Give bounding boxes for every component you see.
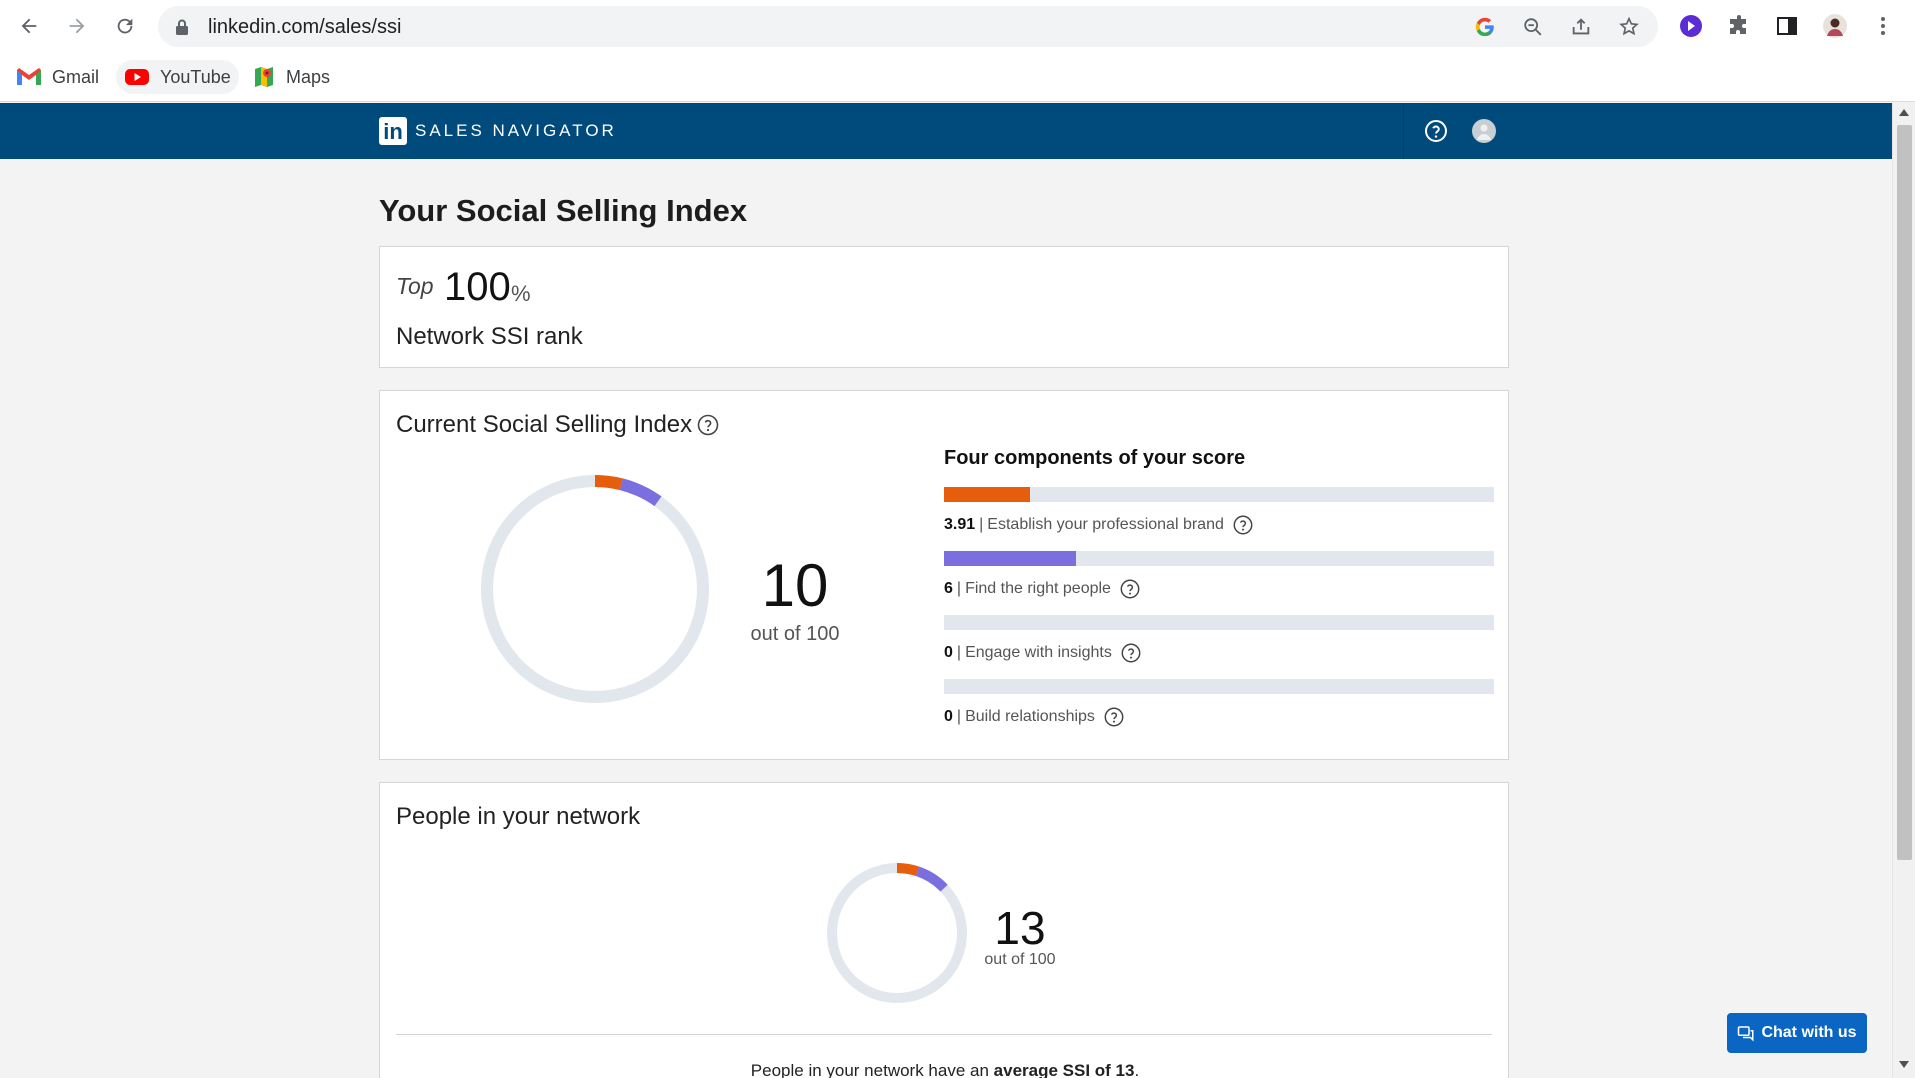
- address-bar[interactable]: linkedin.com/sales/ssi: [158, 6, 1658, 47]
- ssi-out-of: out of 100: [750, 623, 840, 645]
- user-avatar[interactable]: [1472, 119, 1496, 143]
- network-score: 13: [994, 902, 1046, 954]
- bookmark-maps[interactable]: Maps: [244, 60, 338, 94]
- reload-icon: [117, 18, 133, 34]
- ssi-score: 10: [761, 552, 829, 619]
- component-bar-track: [944, 551, 1494, 566]
- donut-track: [481, 475, 709, 703]
- components-title: Four components of your score: [944, 447, 1246, 469]
- card-divider: [396, 1034, 1492, 1035]
- lock-icon[interactable]: [174, 18, 190, 36]
- scroll-down-arrow-icon[interactable]: [1899, 1061, 1909, 1068]
- component-label: Find the right people: [965, 580, 1111, 597]
- component-right-people: 6 | Find the right people: [944, 551, 1494, 601]
- component-build-relationships: 0 | Build relationships: [944, 679, 1494, 729]
- component-label: Build relationships: [965, 708, 1095, 725]
- rank-value: 100: [444, 265, 511, 309]
- help-circle-icon[interactable]: [696, 413, 720, 437]
- chat-icon: [1738, 1026, 1754, 1042]
- network-out-of: out of 100: [984, 951, 1056, 968]
- maps-icon: [255, 67, 273, 87]
- bookmark-label: Maps: [286, 66, 331, 87]
- person-icon: [1477, 124, 1491, 140]
- network-donut-chart: [827, 863, 967, 1003]
- donut-segment-0: [896, 863, 919, 877]
- ssi-donut-chart: [481, 475, 709, 703]
- donut-segment-1: [619, 478, 662, 507]
- network-card: People in your network 13 out of 100 Peo…: [379, 782, 1509, 1078]
- component-bar-track: [944, 615, 1494, 630]
- arrow-right-icon: [69, 18, 85, 34]
- component-value: 3.91: [944, 516, 976, 533]
- rank-unit: %: [511, 281, 531, 306]
- bookmark-gmail[interactable]: Gmail: [8, 60, 107, 94]
- donut-segment-0: [594, 475, 623, 491]
- back-button[interactable]: [14, 11, 44, 41]
- arrow-left-icon: [21, 18, 37, 34]
- donut-segment-1: [915, 866, 948, 892]
- component-label: Engage with insights: [965, 644, 1112, 661]
- reload-button[interactable]: [110, 11, 140, 41]
- bookmark-label: Gmail: [52, 66, 100, 87]
- component-bar-fill: [944, 487, 1031, 502]
- side-panel-icon[interactable]: [1774, 13, 1800, 39]
- browser-menu-icon[interactable]: [1870, 13, 1896, 39]
- help-circle-icon[interactable]: [1232, 514, 1254, 536]
- ssi-card-title: Current Social Selling Index: [396, 411, 693, 438]
- component-label: Establish your professional brand: [987, 516, 1224, 533]
- network-card-title: People in your network: [396, 803, 641, 830]
- bookmark-label: YouTube: [160, 66, 231, 87]
- page-scrollbar[interactable]: [1892, 103, 1915, 1078]
- url-text[interactable]: linkedin.com/sales/ssi: [208, 16, 402, 38]
- brand-name: SALES NAVIGATOR: [415, 121, 617, 140]
- sales-navigator-header: in SALES NAVIGATOR: [0, 103, 1892, 159]
- linkedin-logo-icon: in: [379, 117, 407, 145]
- rank-label: Network SSI rank: [396, 323, 583, 350]
- component-value: 0: [944, 644, 953, 661]
- extensions-puzzle-icon[interactable]: [1726, 13, 1752, 39]
- page-title: Your Social Selling Index: [379, 193, 748, 228]
- component-value: 0: [944, 708, 953, 725]
- component-engage-insights: 0 | Engage with insights: [944, 615, 1494, 665]
- help-circle-icon[interactable]: [1120, 642, 1142, 664]
- help-icon[interactable]: [1424, 119, 1448, 143]
- summary-highlight: average SSI of 13: [993, 1061, 1135, 1078]
- bookmark-star-icon[interactable]: [1618, 16, 1640, 38]
- help-circle-icon[interactable]: [1103, 706, 1125, 728]
- network-summary: People in your network have an average S…: [380, 1061, 1510, 1078]
- rank-prefix: Top: [396, 273, 434, 299]
- help-circle-icon[interactable]: [1119, 578, 1141, 600]
- sales-navigator-logo[interactable]: in SALES NAVIGATOR: [379, 117, 617, 145]
- page-viewport: in SALES NAVIGATOR Your Social Selling I…: [0, 103, 1892, 1078]
- bookmarks-bar: Gmail YouTube Maps: [0, 52, 1915, 102]
- chat-label: Chat with us: [1761, 1024, 1857, 1041]
- network-rank-card: Top 100 % Network SSI rank: [379, 246, 1509, 368]
- component-bar-track: [944, 487, 1494, 502]
- forward-button[interactable]: [62, 11, 92, 41]
- summary-prefix: People in your network have an: [750, 1061, 994, 1078]
- component-bar-fill: [944, 551, 1076, 566]
- extension-purple-icon[interactable]: [1678, 13, 1704, 39]
- profile-avatar-icon[interactable]: [1822, 13, 1848, 39]
- zoom-icon[interactable]: [1522, 16, 1544, 38]
- header-divider: [1403, 103, 1404, 159]
- summary-suffix: .: [1134, 1061, 1140, 1078]
- chat-with-us-button[interactable]: Chat with us: [1727, 1013, 1867, 1053]
- scroll-thumb[interactable]: [1897, 125, 1912, 860]
- component-professional-brand: 3.91 | Establish your professional brand: [944, 487, 1494, 537]
- share-icon[interactable]: [1570, 16, 1592, 38]
- current-ssi-card: Current Social Selling Index 10 out of 1…: [379, 390, 1509, 760]
- scroll-up-arrow-icon[interactable]: [1899, 109, 1909, 116]
- bookmark-youtube[interactable]: YouTube: [116, 60, 239, 94]
- browser-toolbar: linkedin.com/sales/ssi: [0, 0, 1915, 52]
- component-value: 6: [944, 580, 953, 597]
- youtube-icon: [125, 69, 149, 85]
- google-lens-icon[interactable]: [1474, 16, 1496, 38]
- component-bar-track: [944, 679, 1494, 694]
- gmail-icon: [17, 68, 41, 85]
